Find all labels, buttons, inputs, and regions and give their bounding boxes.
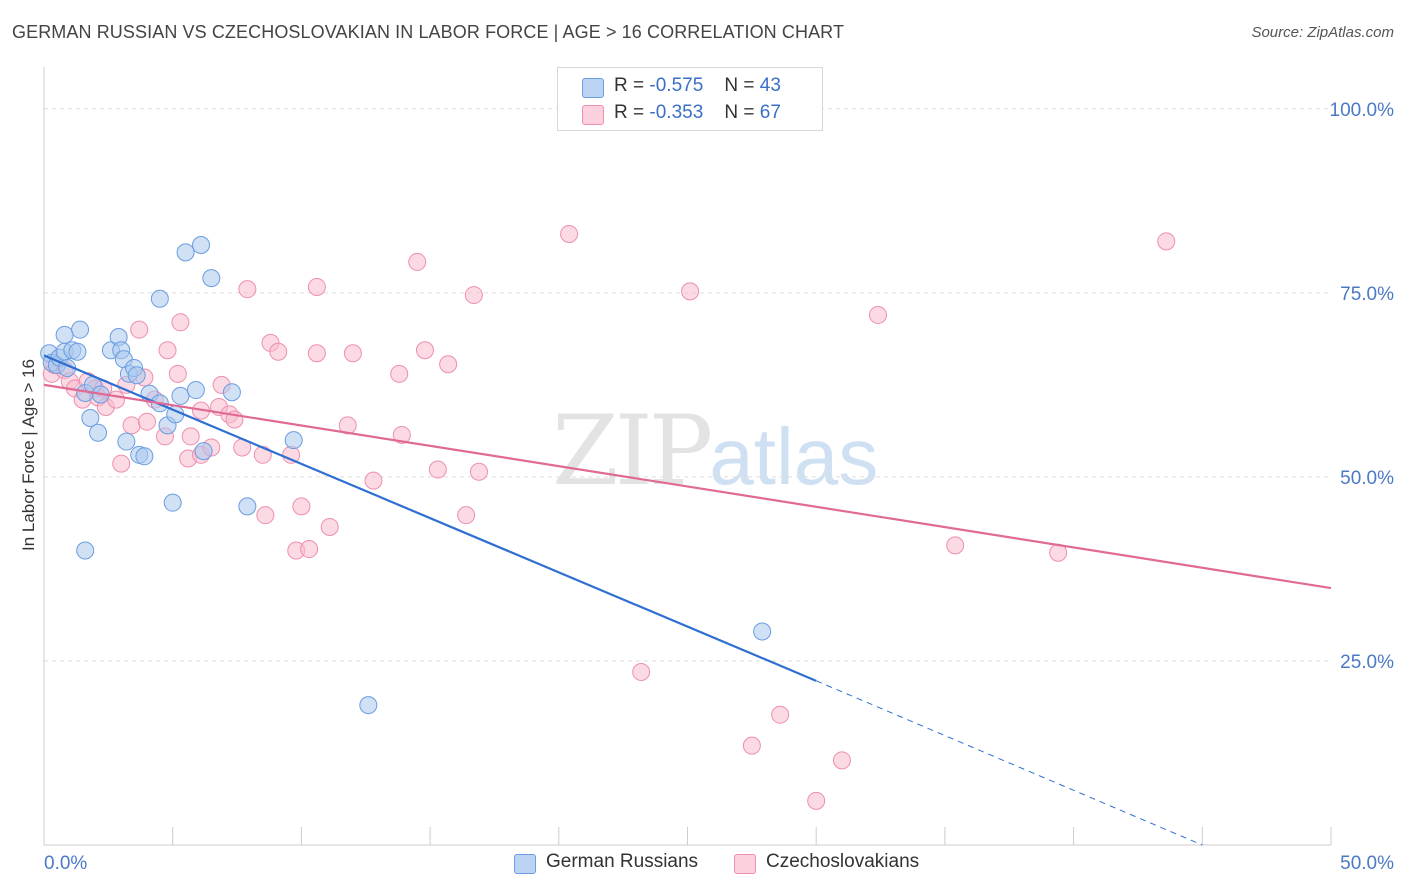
bottom-legend-label-1: German Russians [546,851,699,872]
czechoslovakians-point-21 [168,364,187,383]
watermark-atlas: atlas [709,412,879,501]
czechoslovakians-point-15 [130,320,149,339]
czechoslovakians-point-20 [158,341,177,360]
czechoslovakians-point-50 [408,252,427,271]
czechoslovakians-point-49 [392,425,411,444]
german-russians-point-37 [222,383,241,402]
watermark: ZIPatlas [552,395,878,507]
legend-swatch-blue [582,78,604,98]
bottom-legend-swatch-blue [514,854,536,874]
czechoslovakians-point-14 [122,416,141,435]
german-russians-point-19 [117,432,136,451]
czechoslovakians-point-33 [238,280,257,299]
czechoslovakians-point-24 [181,427,200,446]
czechoslovakians-point-43 [307,277,326,296]
czechoslovakians-point-40 [292,497,311,516]
german-russians-point-24 [135,447,154,466]
source-label: Source: ZipAtlas.com [1251,24,1394,41]
czechoslovakians-points [42,224,1176,810]
czechoslovakians-point-47 [364,471,383,490]
german-russians-point-9 [71,320,90,339]
german-russians-point-38 [238,497,257,516]
x-tick-label-min: 0.0% [44,853,87,874]
y-tick-label-100: 100.0% [1330,100,1395,121]
german-russians-point-40 [76,541,95,560]
czechoslovakians-point-60 [742,736,761,755]
y-tick-label-75: 75.0% [1340,284,1394,305]
german-russians-point-36 [202,269,221,288]
legend-n-value-1: 43 [759,75,781,96]
german-russians-point-41 [359,696,378,715]
german-russians-point-31 [171,386,190,405]
german-russians-point-34 [192,236,211,255]
legend-r-label: R = [614,102,645,123]
y-tick-label-50: 50.0% [1340,468,1394,489]
czechoslovakians-point-61 [771,705,790,724]
czechoslovakians-point-11 [107,390,126,409]
watermark-zip: ZIP [552,395,713,507]
german-russians-point-11 [81,409,100,428]
czechoslovakians-point-62 [807,791,826,810]
czechoslovakians-point-41 [300,540,319,559]
legend-r-value-1: -0.575 [649,75,704,96]
x-tick-label-max: 50.0% [1340,853,1394,874]
czechoslovakians-point-56 [470,462,489,481]
czechoslovakians-point-65 [946,536,965,555]
legend-r-label: R = [614,75,645,96]
german-russians-point-32 [176,243,195,262]
czechoslovakians-point-53 [439,355,458,374]
german-russians-points [40,236,772,715]
bottom-legend-label-2: Czechoslovakians [766,851,920,872]
legend-swatch-pink [582,105,604,125]
german-russians-point-39 [284,431,303,450]
czechoslovakians-point-51 [415,341,434,360]
legend-n-label: N = [724,75,755,96]
chart-title: GERMAN RUSSIAN VS CZECHOSLOVAKIAN IN LAB… [12,22,845,42]
czechoslovakians-point-12 [112,454,131,473]
czechoslovakians-point-54 [457,506,476,525]
german-russians-point-42 [753,622,772,641]
german-russians-point-8 [68,342,87,361]
czechoslovakians-point-35 [256,506,275,525]
axes [43,67,1332,846]
tick-labels: 25.0% 50.0% 75.0% 100.0% 0.0% 50.0% [44,100,1394,874]
czechoslovakians-point-17 [137,412,156,431]
czechoslovakians-point-63 [832,751,851,770]
german-russians-trend-extension [816,680,1203,846]
legend-n-value-2: 67 [759,102,781,123]
czechoslovakians-point-38 [282,445,301,464]
german-russians-point-5 [55,325,74,344]
trend-lines [43,354,1332,846]
czechoslovakians-point-46 [343,344,362,363]
german-russians-point-29 [163,493,182,512]
german-russians-point-35 [194,442,213,461]
czechoslovakians-point-37 [269,342,288,361]
german-russians-point-22 [127,366,146,385]
legend-n-label: N = [724,102,755,123]
y-tick-label-25: 25.0% [1340,652,1394,673]
czechoslovakians-point-64 [868,305,887,324]
czechoslovakians-point-59 [681,282,700,301]
correlation-legend: R = -0.575 N = 43 R = -0.353 N = 67 [557,67,823,131]
czechoslovakians-trend-line [43,383,1332,590]
german-russians-point-33 [186,381,205,400]
y-axis-label: In Labor Force | Age > 16 [19,359,38,551]
czechoslovakians-point-48 [390,364,409,383]
czechoslovakians-point-22 [171,313,190,332]
czechoslovakians-point-55 [464,286,483,305]
legend-r-value-2: -0.353 [649,102,704,123]
czechoslovakians-point-57 [560,224,579,243]
czechoslovakians-point-52 [428,460,447,479]
czechoslovakians-point-34 [253,445,272,464]
czechoslovakians-point-67 [1157,232,1176,251]
german-russians-point-13 [89,423,108,442]
czechoslovakians-point-42 [307,344,326,363]
bottom-legend-swatch-pink [734,854,756,874]
czechoslovakians-point-58 [632,662,651,681]
german-russians-point-27 [150,289,169,308]
german-russians-trend-line [43,354,817,682]
czechoslovakians-point-44 [320,517,339,536]
